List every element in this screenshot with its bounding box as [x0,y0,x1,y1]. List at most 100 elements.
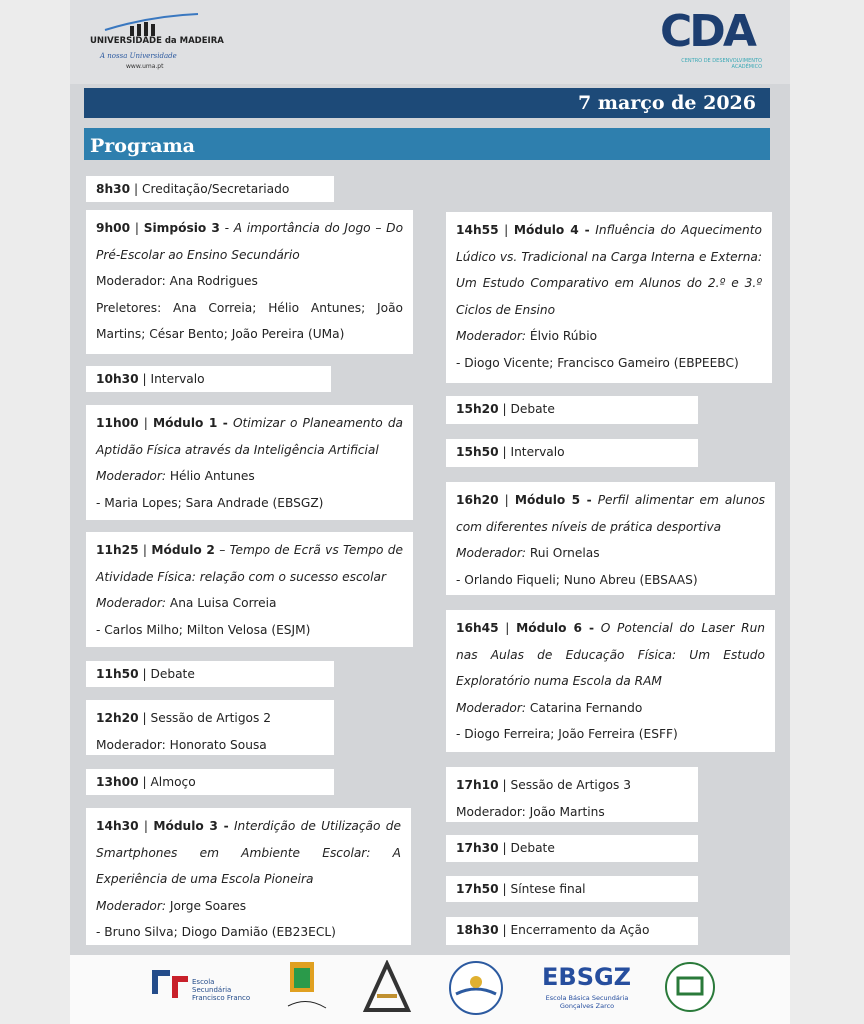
activity: Debate [510,841,555,855]
time: 11h25 [96,543,139,557]
separator: | [142,667,147,681]
school-1: Escola Secundária Francisco Franco [192,978,251,1002]
separator: | [502,882,507,896]
speakers: - Diogo Vicente; Francisco Gameiro (EBPE… [456,355,739,370]
session-title: - A importância do Jogo – Do Pré-Escolar… [96,221,404,262]
session-title: Interdição de Utilização de Smartphones … [96,819,401,887]
time: 14h55 [456,223,499,237]
line: - Diogo Vicente; Francisco Gameiro (EBPE… [456,350,762,377]
session: Módulo 1 - [152,416,228,430]
logo [449,961,503,1015]
school-2: Escola Básica Secundária Gonçalves Zarco [545,994,629,1010]
date-bar: 7 março de 2026 [84,88,770,118]
session: Módulo 4 - [513,223,590,237]
uma-logo [104,13,199,36]
line: - Maria Lopes; Sara Andrade (EBSGZ) [96,490,403,517]
time: 11h50 [96,667,139,681]
activity: Síntese final [510,882,586,896]
line: 11h25 | Módulo 2 – Tempo de Ecrã vs Temp… [96,537,403,590]
school-1-logo [152,970,188,998]
activity: Almoço [150,775,196,789]
moderator: Moderador: João Martins [456,804,605,819]
activity: Creditação/Secretariado [141,182,290,196]
speakers: - Orlando Fiqueli; Nuno Abreu (EBSAAS) [456,572,698,587]
line: Moderador: Ana Rodrigues [96,268,403,295]
line: Moderador: Catarina Fernando [456,695,765,722]
separator: | [134,182,139,196]
schedule-item: 10h30 | Intervalo [86,366,331,392]
separator: | [134,221,139,235]
time: 15h20 [456,402,499,416]
schedule-item: 16h45 | Módulo 6 - O Potencial do Laser … [446,610,775,752]
logo [665,962,715,1012]
schedule-item: 17h30 | Debate [446,835,698,862]
speakers: - Maria Lopes; Sara Andrade (EBSGZ) [96,495,324,510]
line: - Carlos Milho; Milton Velosa (ESJM) [96,617,403,644]
line: 9h00 | Simpósio 3 - A importância do Jog… [96,215,403,268]
schedule-item: 11h50 | Debate [86,661,334,687]
cda-subtitle: CENTRO DE DESENVOLVIMENTO ACADÉMICO [681,58,762,70]
line: Moderador: Élvio Rúbio [456,323,762,350]
schedule-item: 15h20 | Debate [446,396,698,424]
moderator: Catarina Fernando [529,700,643,715]
time: 9h00 [96,221,131,235]
schedule-item: 16h20 | Módulo 5 - Perfil alimentar em a… [446,482,775,595]
moderator: Ana Luisa Correia [169,596,277,611]
moderator: Hélio Antunes [169,469,255,484]
activity: Intervalo [150,372,205,386]
separator: | [142,372,147,386]
line: 15h20 | Debate [456,396,688,423]
moderator: Moderador: Honorato Sousa [96,737,267,752]
line: 17h50 | Síntese final [456,876,688,903]
activity: Sessão de Artigos 2 [150,711,271,725]
line: 11h00 | Módulo 1 - Otimizar o Planeament… [96,410,403,463]
schedule-item: 14h30 | Módulo 3 - Interdição de Utiliza… [86,808,411,945]
university: UNIVERSIDADE da MADEIRA [90,36,224,46]
line: 18h30 | Encerramento da Ação [456,917,688,944]
line: Moderador: Hélio Antunes [96,463,403,490]
session: Módulo 3 - [153,819,229,833]
session: Módulo 2 [151,543,215,557]
separator: | [502,445,507,459]
session-title: Perfil alimentar em alunos com diferente… [456,493,766,534]
session: Simpósio 3 [143,221,220,235]
session-title: – Tempo de Ecrã vs Tempo de Atividade Fí… [96,543,403,584]
schedule-item: 12h20 | Sessão de Artigos 2 Moderador: Ho… [86,700,334,755]
activity: Debate [150,667,195,681]
activity: Debate [510,402,555,416]
moderator: Rui Ornelas [529,546,600,561]
schedule-item: 13h00 | Almoço [86,769,334,795]
moderator-label: Moderador: [456,700,526,715]
website: www.uma.pt [126,63,164,70]
separator: | [143,416,148,430]
line: 8h30 | Creditação/Secretariado [96,176,324,203]
line: - Orlando Fiqueli; Nuno Abreu (EBSAAS) [456,567,765,594]
separator: | [142,775,147,789]
line: Preletores: Ana Correia; Hélio Antunes; … [96,295,403,348]
logo [362,960,412,1012]
time: 10h30 [96,372,139,386]
line: Moderador: Honorato Sousa [96,732,324,759]
line: 17h10 | Sessão de Artigos 3 [456,772,688,799]
session: Módulo 5 - [514,493,592,507]
line: - Bruno Silva; Diogo Damião (EB23ECL) [96,919,401,946]
moderator-label: Moderador: [96,898,166,913]
line: Moderador: Rui Ornelas [456,540,765,567]
logo [287,962,327,1009]
schedule-item: 11h25 | Módulo 2 – Tempo de Ecrã vs Temp… [86,532,413,647]
time: 8h30 [96,182,131,196]
time: 16h45 [456,621,499,635]
line: Moderador: Jorge Soares [96,893,401,920]
schedule-item: 9h00 | Simpósio 3 - A importância do Jog… [86,210,413,354]
speakers: Preletores: Ana Correia; Hélio Antunes; … [96,300,403,342]
time: 14h30 [96,819,139,833]
schedule-item: 14h55 | Módulo 4 - Influência do Aquecim… [446,212,772,383]
separator: | [143,819,149,833]
moderator-label: Moderador: [456,546,526,561]
line: Moderador: Ana Luisa Correia [96,590,403,617]
line: 14h30 | Módulo 3 - Interdição de Utiliza… [96,813,401,893]
time: 12h20 [96,711,139,725]
activity: Intervalo [510,445,565,459]
